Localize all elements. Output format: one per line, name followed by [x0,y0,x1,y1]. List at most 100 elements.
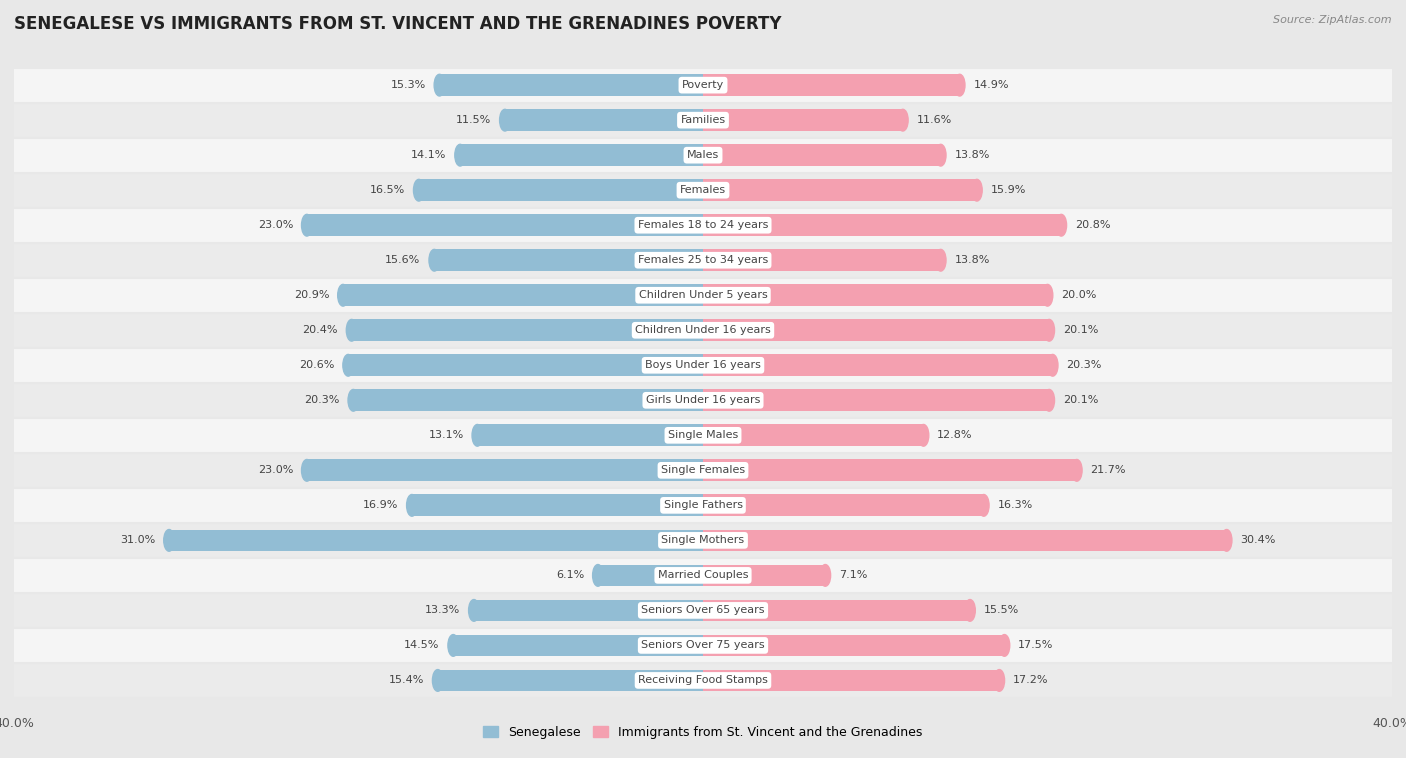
Bar [349,355,703,376]
Text: 6.1%: 6.1% [555,570,583,581]
Circle shape [935,144,946,166]
Bar [703,355,1053,376]
Bar [703,249,941,271]
Bar [0,628,1406,663]
Bar [0,663,1406,698]
Bar [0,383,1406,418]
Text: 20.4%: 20.4% [302,325,337,335]
Bar [703,180,977,201]
Text: 15.9%: 15.9% [991,185,1026,196]
Text: 30.4%: 30.4% [1240,535,1275,545]
Bar [453,634,703,656]
Bar [419,180,703,201]
Text: 20.9%: 20.9% [294,290,329,300]
Bar [353,390,703,411]
Circle shape [1047,355,1057,376]
Bar [703,600,970,622]
Text: Females 18 to 24 years: Females 18 to 24 years [638,221,768,230]
Circle shape [301,215,312,236]
Circle shape [346,319,357,341]
Circle shape [979,494,988,516]
Circle shape [429,249,440,271]
Text: Children Under 16 years: Children Under 16 years [636,325,770,335]
Bar [703,109,903,131]
Text: 14.9%: 14.9% [973,80,1010,90]
Circle shape [1000,634,1010,656]
Text: 16.5%: 16.5% [370,185,405,196]
Bar [0,102,1406,138]
Text: 13.8%: 13.8% [955,150,990,160]
Text: Males: Males [688,150,718,160]
Circle shape [499,109,510,131]
Circle shape [301,459,312,481]
Text: 16.9%: 16.9% [363,500,398,510]
Circle shape [972,180,983,201]
Text: 20.3%: 20.3% [1066,360,1102,370]
Circle shape [897,109,908,131]
Text: 20.6%: 20.6% [299,360,335,370]
Bar [703,459,1077,481]
Bar [0,593,1406,628]
Circle shape [163,530,174,551]
Bar [440,74,703,96]
Bar [703,390,1049,411]
Text: Children Under 5 years: Children Under 5 years [638,290,768,300]
Circle shape [820,565,831,586]
Bar [505,109,703,131]
Circle shape [434,74,444,96]
Text: 13.8%: 13.8% [955,255,990,265]
Bar [0,173,1406,208]
Text: 16.3%: 16.3% [997,500,1033,510]
Text: Source: ZipAtlas.com: Source: ZipAtlas.com [1274,15,1392,25]
Bar [703,319,1049,341]
Bar [412,494,703,516]
Text: SENEGALESE VS IMMIGRANTS FROM ST. VINCENT AND THE GRENADINES POVERTY: SENEGALESE VS IMMIGRANTS FROM ST. VINCEN… [14,15,782,33]
Bar [703,494,984,516]
Text: Seniors Over 75 years: Seniors Over 75 years [641,641,765,650]
Circle shape [994,669,1004,691]
Text: 20.3%: 20.3% [304,396,340,406]
Bar [0,558,1406,593]
Bar [0,488,1406,523]
Text: 14.1%: 14.1% [411,150,446,160]
Circle shape [965,600,976,622]
Circle shape [349,390,359,411]
Bar [0,348,1406,383]
Text: 7.1%: 7.1% [839,570,868,581]
Text: 15.3%: 15.3% [391,80,426,90]
Circle shape [1043,390,1054,411]
Circle shape [454,144,465,166]
Bar [0,67,1406,102]
Text: Females 25 to 34 years: Females 25 to 34 years [638,255,768,265]
Text: Girls Under 16 years: Girls Under 16 years [645,396,761,406]
Bar [703,215,1062,236]
Text: Poverty: Poverty [682,80,724,90]
Text: 31.0%: 31.0% [120,535,155,545]
Text: Receiving Food Stamps: Receiving Food Stamps [638,675,768,685]
Text: 15.4%: 15.4% [388,675,425,685]
Circle shape [1222,530,1232,551]
Circle shape [1043,319,1054,341]
Text: Single Mothers: Single Mothers [661,535,745,545]
Text: 17.2%: 17.2% [1012,675,1049,685]
Bar [343,284,703,306]
Bar [703,669,1000,691]
Text: 17.5%: 17.5% [1018,641,1053,650]
Circle shape [343,355,353,376]
Bar [307,215,703,236]
Text: 21.7%: 21.7% [1091,465,1126,475]
Bar [307,459,703,481]
Bar [0,523,1406,558]
Bar [478,424,703,446]
Circle shape [449,634,458,656]
Text: 11.6%: 11.6% [917,115,952,125]
Text: 20.8%: 20.8% [1076,221,1111,230]
Circle shape [468,600,479,622]
Bar [703,634,1004,656]
Circle shape [592,565,603,586]
Text: Single Females: Single Females [661,465,745,475]
Text: 23.0%: 23.0% [257,465,292,475]
Bar [0,138,1406,173]
Text: 20.1%: 20.1% [1063,325,1098,335]
Text: 15.6%: 15.6% [385,255,420,265]
